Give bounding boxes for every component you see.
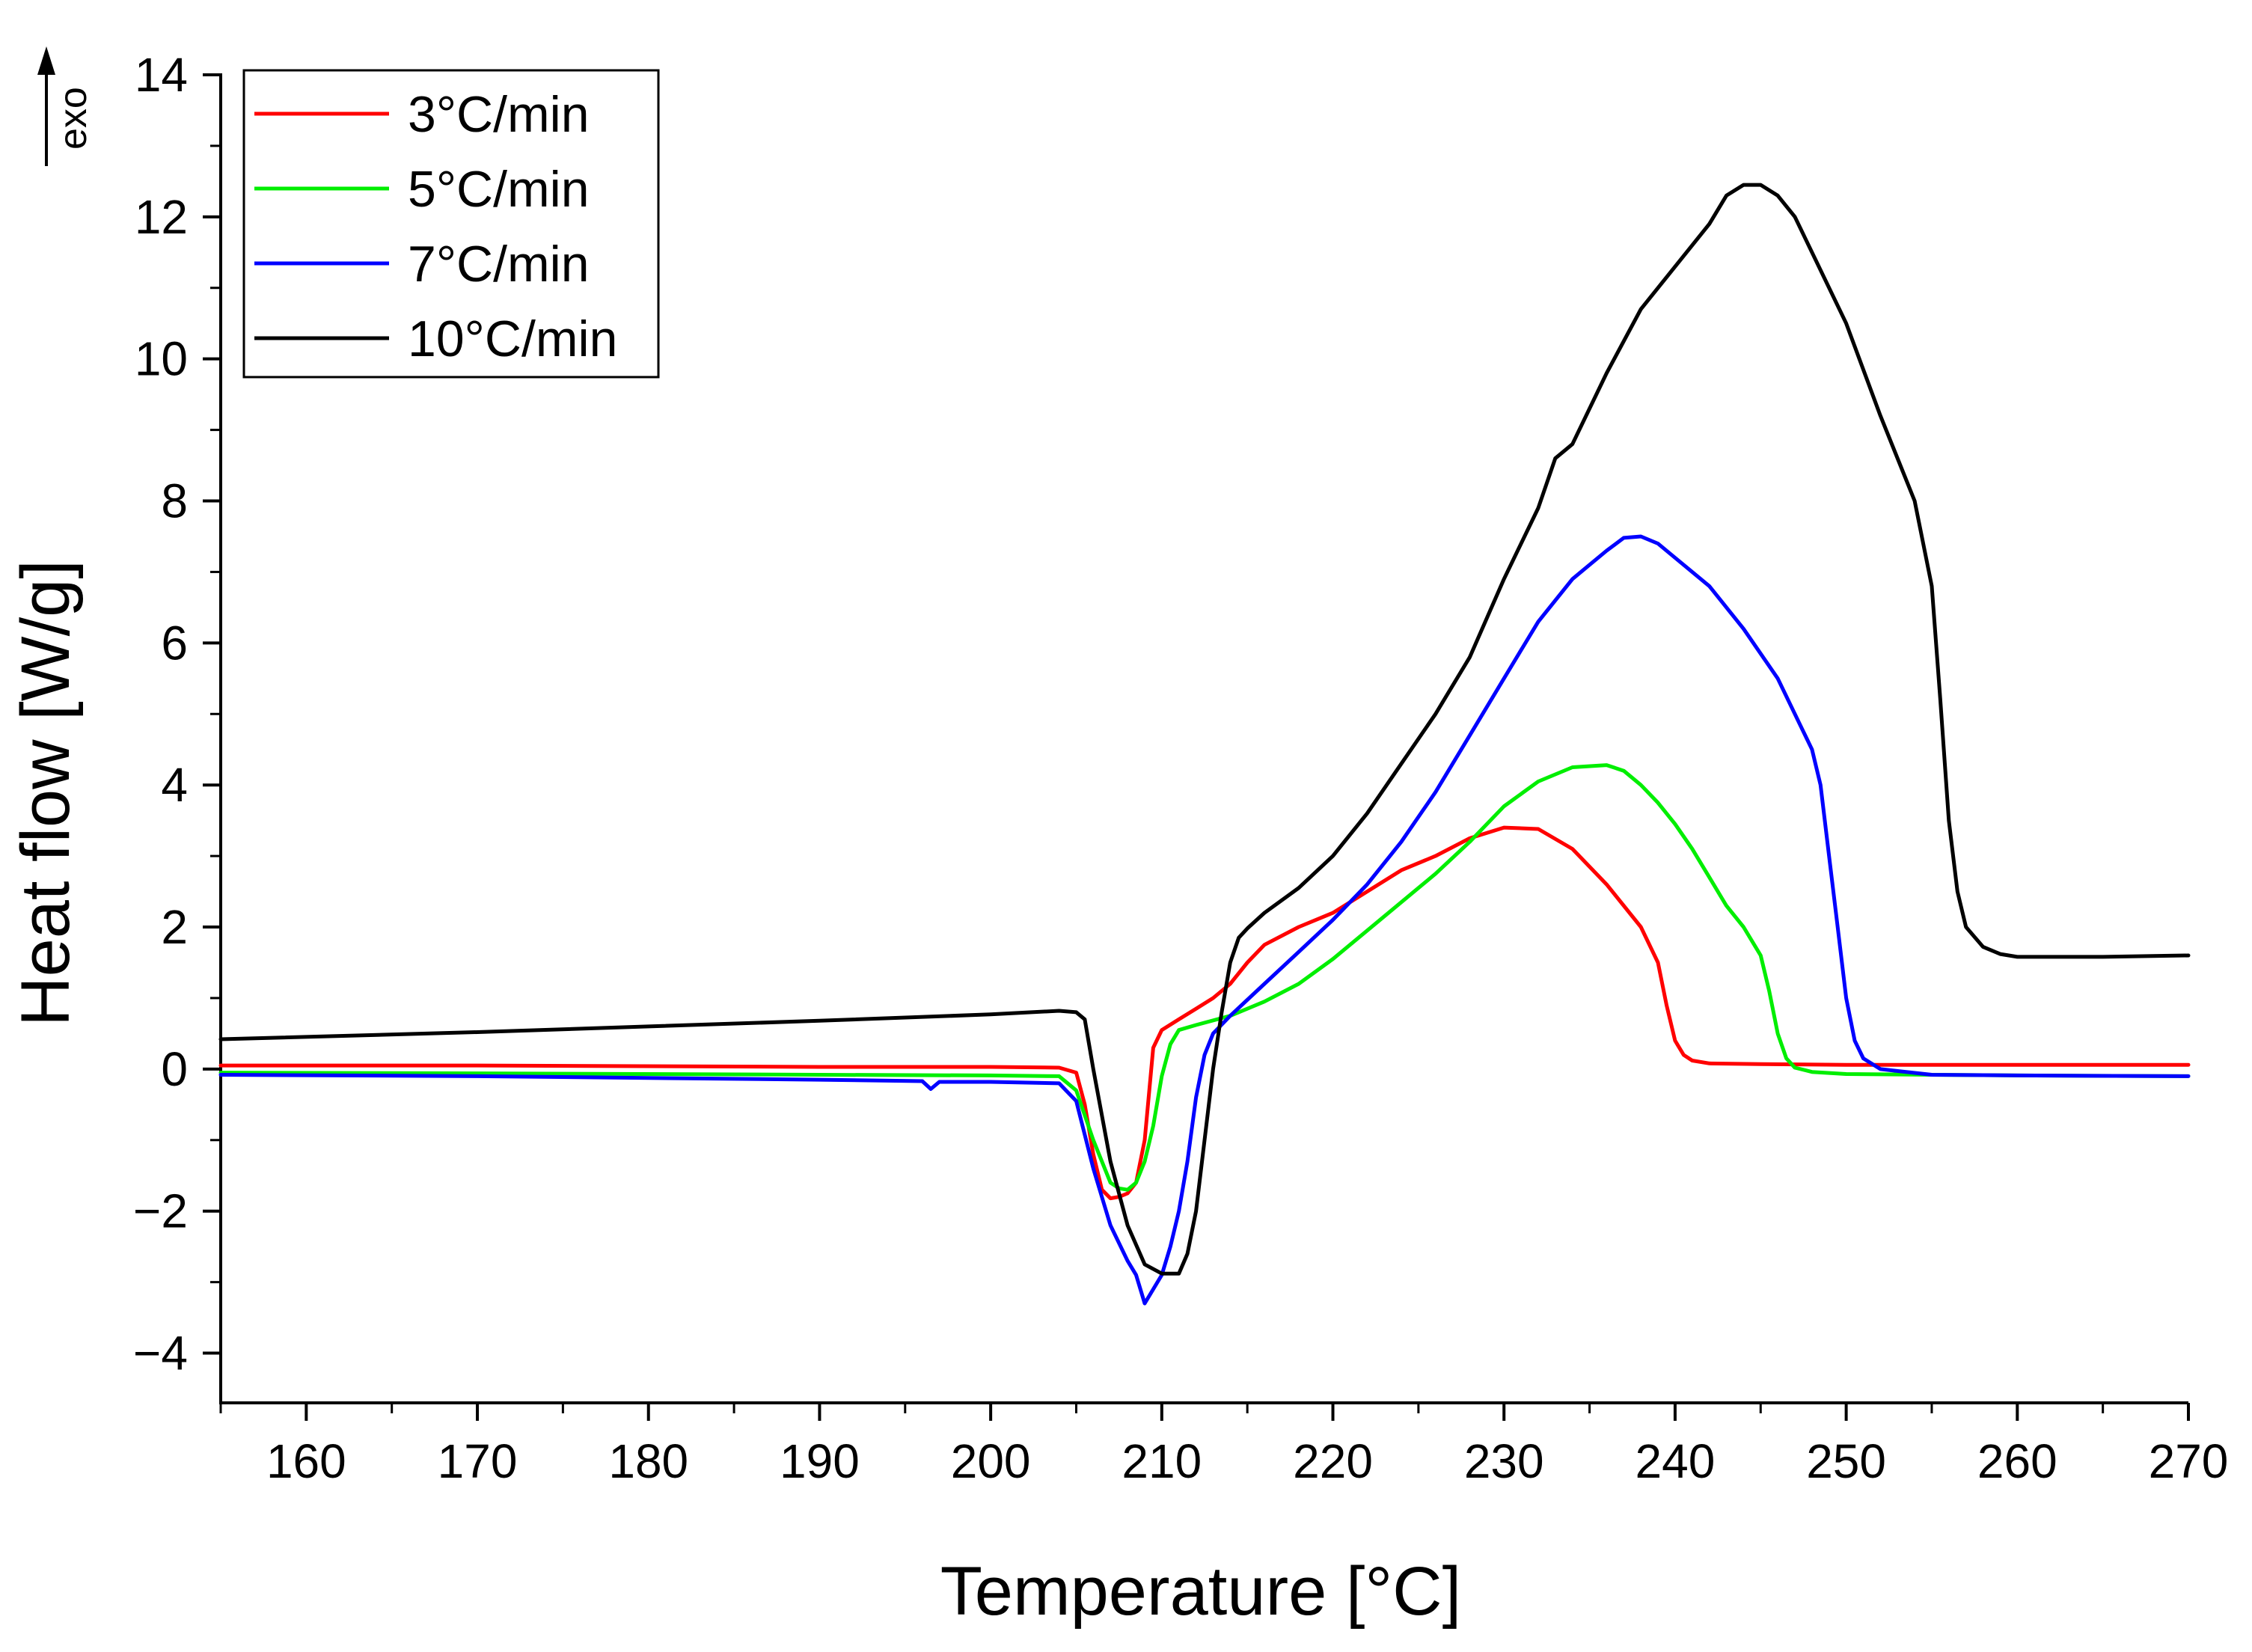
y-tick-label: 2 xyxy=(161,900,188,954)
y-tick-label: 8 xyxy=(161,474,188,528)
x-tick-label: 170 xyxy=(438,1434,518,1488)
legend-label-4: 10°C/min xyxy=(408,310,617,367)
legend-box xyxy=(242,69,660,379)
legend: 3°C/min 5°C/min 7°C/min 10°C/min xyxy=(242,69,660,379)
series-line-4 xyxy=(218,183,2191,1276)
x-tick-label: 220 xyxy=(1293,1434,1373,1488)
x-axis-title: Temperature [°C] xyxy=(940,1553,1461,1630)
x-tick-label: 180 xyxy=(608,1434,688,1488)
x-tick-label: 160 xyxy=(266,1434,346,1488)
x-tick-label: 190 xyxy=(780,1434,860,1488)
x-tick-label: 210 xyxy=(1122,1434,1202,1488)
y-axis-title: Heat flow [W/g] xyxy=(7,560,84,1027)
legend-label-3: 7°C/min xyxy=(408,236,590,293)
series-line-1 xyxy=(218,825,2191,1201)
series-layer xyxy=(218,183,2191,1306)
y-tick-label: 6 xyxy=(161,616,188,670)
y-tick-label: 10 xyxy=(135,332,188,386)
x-tick-label: 200 xyxy=(951,1434,1031,1488)
legend-label-2: 5°C/min xyxy=(408,161,590,218)
y-tick-label: −2 xyxy=(133,1184,188,1238)
x-tick-label: 250 xyxy=(1806,1434,1886,1488)
x-tick-label: 230 xyxy=(1464,1434,1544,1488)
x-tick-label: 270 xyxy=(2149,1434,2229,1488)
axes: 160 170 180 190 200 210 220 230 240 250 260 270−4−2… xyxy=(133,48,2228,1488)
legend-label-1: 3°C/min xyxy=(408,86,590,143)
series-line-3 xyxy=(218,534,2191,1306)
y-tick-label: −4 xyxy=(133,1327,188,1380)
y-tick-label: 4 xyxy=(161,758,188,812)
x-tick-label: 260 xyxy=(1977,1434,2057,1488)
y-tick-label: 14 xyxy=(135,48,188,102)
exo-arrow-head xyxy=(37,46,55,75)
x-tick-label: 240 xyxy=(1636,1434,1716,1488)
exo-label: exo xyxy=(52,87,95,150)
exo-indicator: exo xyxy=(37,46,95,166)
y-tick-label: 12 xyxy=(135,190,188,244)
y-tick-label: 0 xyxy=(161,1042,188,1096)
